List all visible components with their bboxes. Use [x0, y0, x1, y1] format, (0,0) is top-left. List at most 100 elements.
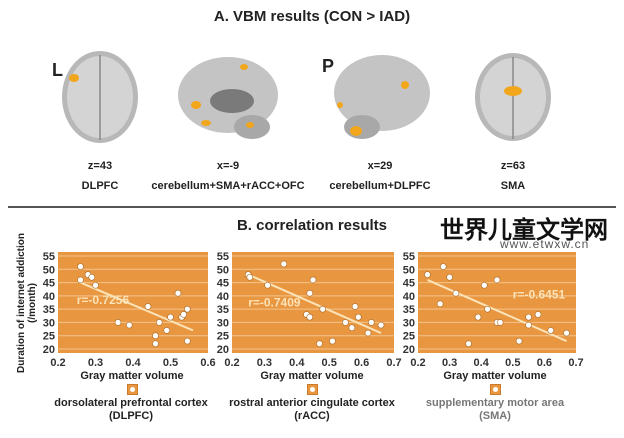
slice-label-1: z=43: [87, 160, 113, 172]
data-point: [163, 327, 171, 334]
data-point: [309, 276, 317, 284]
data-point: [525, 321, 532, 329]
data-point: [329, 337, 336, 345]
data-point: [439, 263, 447, 270]
region-name-3: supplementary motor area (SMA): [412, 397, 578, 423]
data-point: [377, 321, 385, 329]
data-point: [424, 271, 431, 278]
x-tick-label: 0.3: [88, 357, 103, 369]
x-tick-label: 0.2: [50, 357, 65, 369]
watermark-text: 世界儿童文学网: [440, 215, 608, 244]
correlation-annotation: r=-0.7256: [77, 293, 130, 307]
data-point: [88, 273, 96, 281]
data-point: [316, 340, 323, 347]
y-tick-label: 50: [403, 264, 415, 276]
region-label-2: cerebellum+SMA+rACC+OFC: [151, 180, 305, 192]
x-tick-label: 0.6: [537, 357, 552, 369]
x-tick-label: 0.6: [354, 357, 369, 369]
region-label-4: SMA: [500, 180, 526, 192]
legend-marker-3: [490, 384, 501, 395]
brain-sagittal-x-9: [178, 57, 278, 139]
region-label-3: cerebellum+DLPFC: [329, 180, 431, 192]
y-tick-label: 30: [217, 317, 229, 329]
data-point: [264, 281, 271, 289]
region-abbr-1: (DLPFC): [109, 410, 153, 422]
y-tick-label: 40: [43, 291, 55, 303]
x-tick-label: 0.2: [224, 357, 239, 369]
region-abbr-3: (SMA): [479, 410, 511, 422]
x-tick-label: 0.5: [505, 357, 520, 369]
region-full-1: dorsolateral prefrontal cortex: [54, 397, 208, 409]
data-point: [342, 319, 349, 326]
data-point: [152, 332, 159, 340]
data-point: [351, 303, 359, 310]
data-point: [152, 340, 159, 347]
y-tick-label: 40: [217, 291, 229, 303]
slice-label-2: x=-9: [216, 160, 240, 172]
data-point: [525, 313, 532, 321]
data-point: [484, 305, 491, 313]
data-point: [474, 313, 482, 321]
x-tick-label: 0.4: [289, 357, 305, 369]
data-point: [563, 329, 570, 337]
watermark-url: www.etwxw.cn: [500, 237, 590, 251]
x-tick-label: 0.7: [386, 357, 401, 369]
y-tick-label: 55: [43, 251, 55, 263]
y-tick-label: 25: [217, 331, 229, 343]
data-point: [246, 273, 254, 281]
y-tick-label: 20: [217, 344, 229, 356]
data-point: [306, 289, 314, 297]
x-tick-label: 0.7: [568, 357, 583, 369]
region-abbr-2: (rACC): [294, 410, 330, 422]
data-point: [155, 319, 163, 326]
data-point: [481, 281, 488, 289]
x-tick-label: 0.3: [257, 357, 272, 369]
data-point: [446, 273, 453, 281]
trend-line: [427, 278, 567, 342]
y-tick-label: 30: [43, 317, 55, 329]
data-point: [319, 305, 327, 313]
legend-marker-2: [307, 384, 318, 395]
y-tick-label: 45: [43, 278, 55, 290]
x-tick-label: 0.4: [125, 357, 141, 369]
slice-label-4: z=63: [500, 160, 526, 172]
correlation-annotation: r=-0.6451: [513, 288, 566, 302]
data-point: [348, 324, 356, 332]
x-tick-label: 0.2: [410, 357, 425, 369]
region-full-3: supplementary motor area: [425, 397, 565, 409]
data-point: [184, 337, 191, 345]
activation-blob: [69, 74, 79, 82]
brain-axial-z43: [62, 51, 138, 143]
data-point: [515, 337, 523, 345]
data-point: [77, 276, 84, 284]
x-tick-label: 0.6: [200, 357, 215, 369]
data-point: [306, 313, 314, 321]
brain-sagittal-x29: [334, 55, 430, 139]
data-point: [280, 260, 288, 268]
panel-b-title: B. correlation results: [236, 217, 388, 234]
brain-images: [62, 51, 551, 143]
region-label-1: DLPFC: [81, 180, 119, 192]
y-tick-label: 55: [403, 251, 415, 263]
x-axis-label-1: Gray matter volume: [80, 370, 184, 382]
region-name-1: dorsolateral prefrontal cortex (DLPFC): [48, 397, 214, 423]
x-tick-label: 0.5: [163, 357, 178, 369]
data-point: [184, 305, 191, 313]
section-divider: [8, 206, 616, 208]
x-axis-label-3: Gray matter volume: [443, 370, 547, 382]
data-point: [534, 311, 542, 318]
y-tick-label: 35: [217, 304, 229, 316]
y-tick-label: 35: [403, 304, 415, 316]
data-point: [125, 321, 133, 329]
x-axis-label-2: Gray matter volume: [260, 370, 364, 382]
y-tick-label: 20: [403, 344, 415, 356]
data-point: [496, 319, 504, 326]
y-tick-label: 25: [43, 331, 55, 343]
y-tick-label: 40: [403, 291, 415, 303]
data-point: [547, 327, 555, 334]
data-point: [167, 313, 174, 321]
y-tick-label: 35: [43, 304, 55, 316]
data-point: [114, 319, 122, 326]
region-full-2: rostral anterior cingulate cortex: [229, 397, 395, 409]
